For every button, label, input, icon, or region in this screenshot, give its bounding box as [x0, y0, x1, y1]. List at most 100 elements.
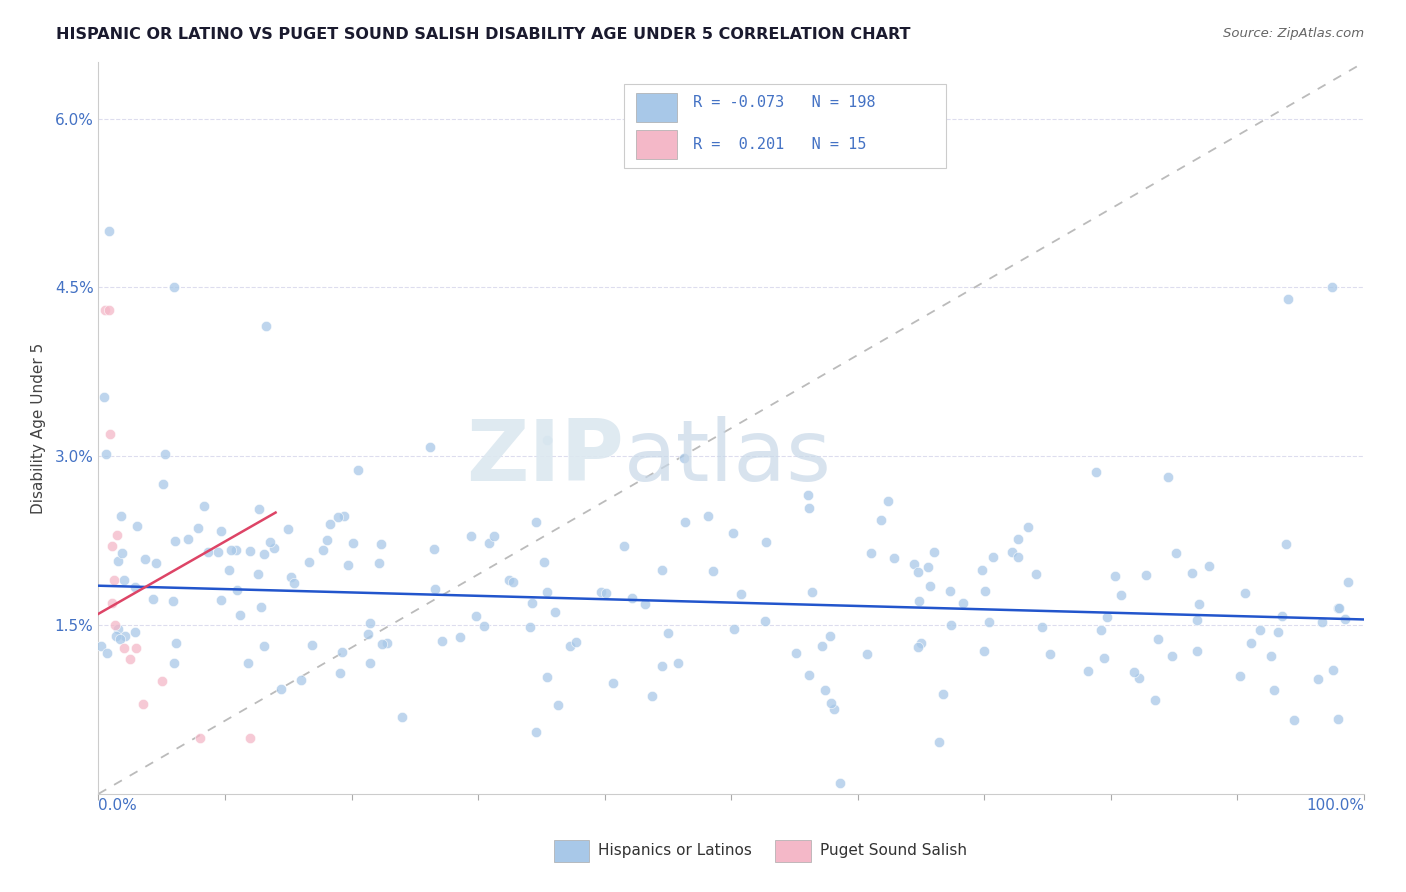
Point — [651, 659, 673, 673]
Point — [1025, 566, 1047, 581]
Point — [104, 618, 127, 632]
Point — [1198, 559, 1220, 574]
Point — [1092, 651, 1115, 665]
Point — [124, 625, 146, 640]
Point — [298, 555, 321, 569]
Point — [856, 647, 879, 661]
Point — [270, 681, 292, 696]
Point — [101, 539, 124, 553]
Point — [1090, 623, 1112, 637]
Point — [249, 600, 271, 615]
Point — [125, 640, 148, 655]
FancyBboxPatch shape — [554, 840, 589, 862]
Point — [536, 584, 558, 599]
Point — [1164, 545, 1187, 559]
Point — [938, 584, 960, 599]
Point — [120, 652, 141, 666]
Point — [105, 629, 128, 643]
Point — [218, 563, 240, 577]
Point — [259, 535, 281, 549]
Point — [1326, 600, 1348, 615]
Point — [246, 567, 269, 582]
Point — [134, 551, 156, 566]
Text: Hispanics or Latinos: Hispanics or Latinos — [599, 844, 752, 858]
Point — [785, 646, 807, 660]
Point — [1157, 470, 1180, 484]
Point — [419, 440, 441, 454]
Point — [797, 667, 820, 681]
Point — [558, 639, 581, 653]
Text: 0.0%: 0.0% — [98, 798, 138, 814]
FancyBboxPatch shape — [636, 129, 676, 159]
Point — [145, 557, 167, 571]
Point — [238, 656, 260, 670]
Point — [375, 635, 398, 649]
Point — [163, 280, 186, 294]
Point — [367, 556, 389, 570]
Text: 100.0%: 100.0% — [1306, 798, 1364, 814]
Point — [1017, 520, 1039, 534]
Point — [918, 578, 941, 592]
Point — [1185, 644, 1208, 658]
Point — [910, 635, 932, 649]
Point — [1233, 586, 1256, 600]
Point — [187, 521, 209, 535]
Point — [1185, 613, 1208, 627]
Point — [125, 519, 148, 533]
Point — [702, 564, 724, 578]
Point — [1128, 671, 1150, 685]
Point — [1267, 624, 1289, 639]
Point — [460, 529, 482, 543]
Point — [673, 516, 696, 530]
Point — [519, 620, 541, 634]
Point — [814, 683, 837, 698]
Point — [755, 534, 778, 549]
Point — [290, 673, 312, 688]
Point — [371, 637, 394, 651]
Point — [908, 594, 931, 608]
Y-axis label: Disability Age Under 5: Disability Age Under 5 — [31, 343, 46, 514]
Point — [907, 566, 929, 580]
Point — [330, 645, 353, 659]
Point — [342, 536, 364, 550]
Point — [498, 573, 520, 587]
Point — [162, 593, 184, 607]
Point — [165, 533, 187, 548]
Point — [602, 676, 624, 690]
Text: R =  0.201   N = 15: R = 0.201 N = 15 — [693, 136, 866, 152]
Point — [142, 591, 165, 606]
Point — [820, 629, 842, 643]
Point — [1188, 597, 1211, 611]
Point — [922, 545, 945, 559]
Point — [907, 640, 929, 654]
Point — [107, 554, 129, 568]
Point — [329, 665, 352, 680]
Point — [1271, 608, 1294, 623]
Point — [1310, 615, 1333, 630]
Text: Puget Sound Salish: Puget Sound Salish — [820, 844, 967, 858]
Point — [917, 560, 939, 574]
Point — [465, 609, 488, 624]
Point — [797, 501, 820, 516]
Point — [981, 549, 1004, 564]
Point — [110, 508, 132, 523]
Point — [107, 622, 129, 636]
Point — [1031, 620, 1053, 634]
Point — [283, 576, 305, 591]
Point — [1333, 612, 1355, 626]
Point — [977, 615, 1000, 629]
Point — [869, 513, 891, 527]
Point — [565, 634, 588, 648]
Point — [823, 702, 845, 716]
Point — [591, 585, 613, 599]
Point — [93, 390, 115, 404]
Point — [1284, 714, 1306, 728]
Point — [1249, 623, 1271, 637]
Point — [1135, 568, 1157, 582]
Point — [301, 638, 323, 652]
Point — [370, 537, 392, 551]
Point — [391, 710, 413, 724]
Point — [93, 303, 117, 318]
Point — [319, 516, 342, 531]
Point — [316, 533, 339, 547]
